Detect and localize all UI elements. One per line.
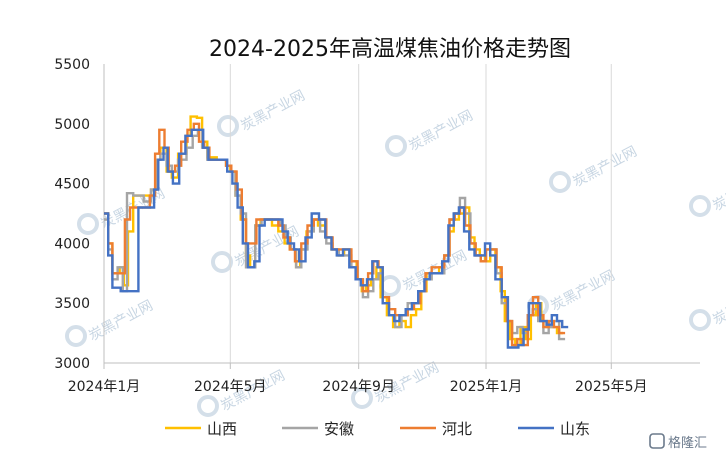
corner-logo: 格隆汇 bbox=[649, 433, 707, 451]
y-tick-label: 5500 bbox=[54, 57, 90, 73]
corner-logo-text: 格隆汇 bbox=[668, 435, 707, 451]
watermark-logo-icon bbox=[351, 387, 373, 409]
legend-label: 山东 bbox=[560, 420, 590, 438]
x-tick-label: 2025年1月 bbox=[450, 379, 523, 395]
x-tick-label: 2024年5月 bbox=[194, 379, 267, 395]
series-layer bbox=[104, 115, 569, 349]
y-tick-label: 4500 bbox=[54, 177, 90, 193]
watermark-logo-icon bbox=[77, 213, 99, 235]
x-tick-label: 2025年5月 bbox=[575, 379, 648, 395]
legend-label: 安徽 bbox=[324, 420, 354, 438]
watermark-logo-icon bbox=[689, 309, 711, 331]
chart-title: 2024-2025年高温煤焦油价格走势图 bbox=[209, 37, 571, 62]
y-tick-label: 3000 bbox=[54, 356, 90, 372]
axes: 3000 3500 4000 4500 5000 5500 2024年1月 2024年5月 20… bbox=[54, 57, 700, 395]
y-tick-label: 5000 bbox=[54, 117, 90, 133]
watermark-logo-icon bbox=[385, 135, 407, 157]
watermark-logo-icon bbox=[549, 171, 571, 193]
series-line-4 bbox=[104, 128, 569, 349]
legend: 山西 安徽 河北 山东 bbox=[165, 420, 590, 438]
grid-lines bbox=[103, 64, 612, 363]
x-tick-label: 2024年9月 bbox=[322, 379, 395, 395]
corner-logo-icon bbox=[649, 433, 665, 449]
watermark-logo-icon bbox=[65, 325, 87, 347]
watermark-logo-icon bbox=[211, 251, 233, 273]
y-tick-label: 3500 bbox=[54, 296, 90, 312]
watermark-logo-icon bbox=[217, 115, 239, 137]
legend-label: 河北 bbox=[442, 420, 472, 438]
watermark-logo-icon bbox=[689, 195, 711, 217]
x-tick-label: 2024年1月 bbox=[68, 379, 141, 395]
legend-label: 山西 bbox=[207, 420, 237, 438]
watermark-logo-icon bbox=[197, 395, 219, 417]
y-tick-label: 4000 bbox=[54, 236, 90, 252]
